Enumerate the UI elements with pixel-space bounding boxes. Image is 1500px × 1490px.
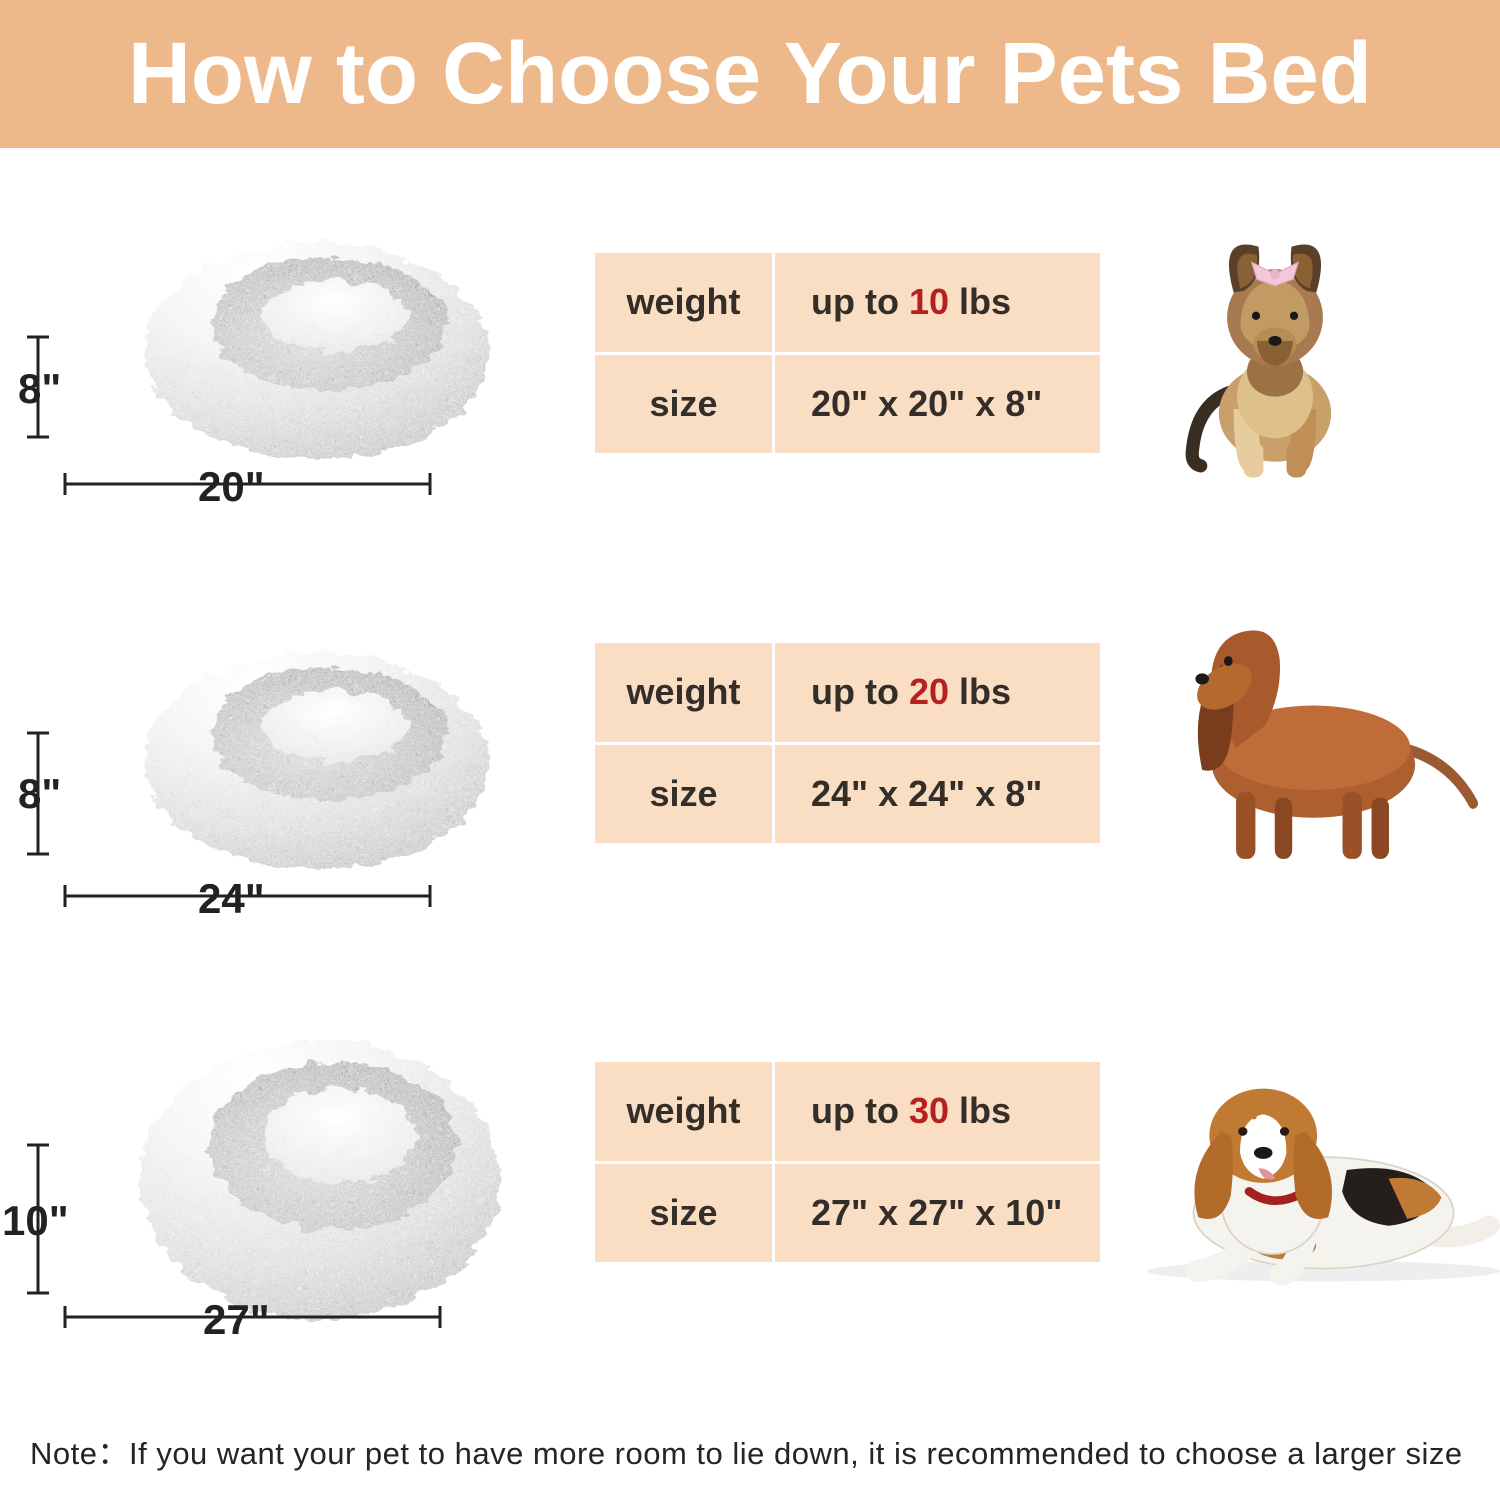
svg-text:24": 24" — [198, 875, 265, 922]
svg-text:8": 8" — [18, 770, 61, 817]
svg-text:27": 27" — [203, 1296, 270, 1343]
svg-text:8": 8" — [18, 365, 61, 412]
svg-text:10": 10" — [2, 1197, 69, 1244]
svg-text:20": 20" — [198, 463, 265, 510]
